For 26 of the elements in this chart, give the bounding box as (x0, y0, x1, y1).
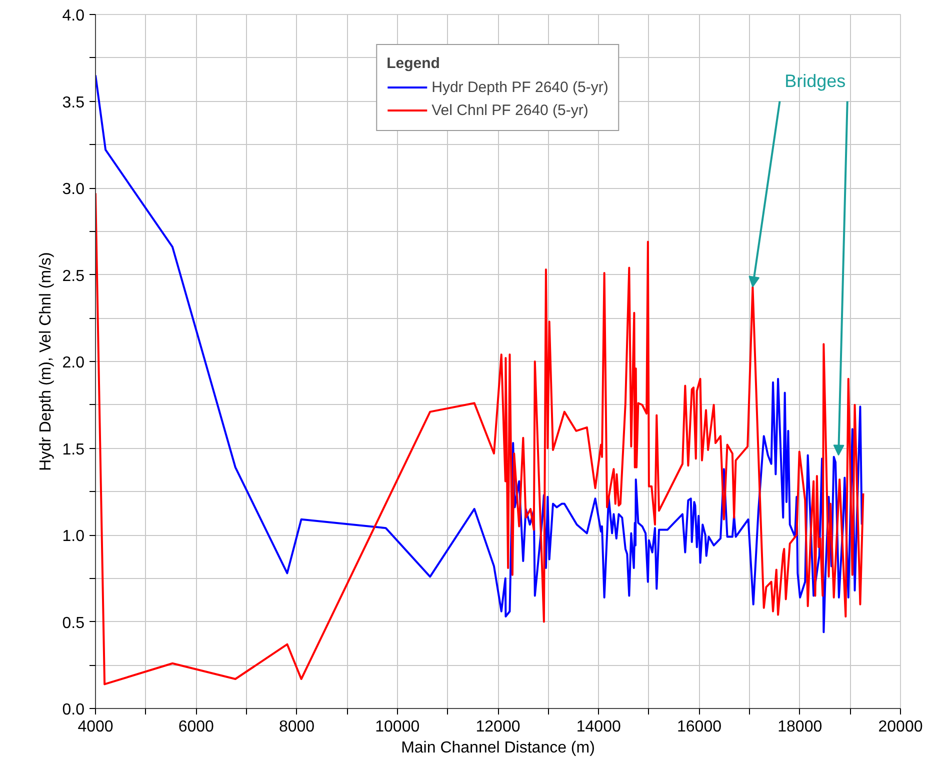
x-tick-label: 12000 (476, 718, 520, 736)
x-tick-label: 10000 (375, 718, 420, 736)
y-tick-label: 4.0 (62, 8, 85, 24)
legend-title: Legend (386, 55, 441, 72)
x-tick-label: 18000 (778, 718, 822, 736)
x-tick-label: 20000 (878, 718, 923, 736)
x-tick-label: 8000 (278, 718, 315, 736)
line-series (96, 192, 864, 686)
x-tick-label: 14000 (576, 718, 621, 736)
x-tick-label: 16000 (677, 718, 722, 736)
y-tick-label: 1.0 (62, 528, 85, 545)
line-series (96, 74, 863, 634)
legend-label: Vel Chnl PF 2640 (5-yr) (432, 102, 588, 118)
x-tick-label: 4000 (78, 718, 114, 736)
y-tick-label: 2.0 (62, 354, 85, 372)
x-axis-title: Main Channel Distance (m) (401, 740, 595, 756)
y-tick-label: 0.5 (62, 614, 85, 632)
legend-label: Hydr Depth PF 2640 (5-yr) (432, 78, 608, 96)
x-tick-label: 6000 (178, 718, 214, 736)
y-tick-label: 0.0 (62, 702, 85, 718)
y-tick-label: 1.5 (62, 441, 85, 458)
y-tick-label: 3.0 (62, 181, 85, 198)
y-tick-label: 3.5 (62, 94, 85, 112)
y-tick-label: 2.5 (62, 268, 85, 285)
y-axis-title: Hydr Depth (m), Vel Chnl (m/s) (37, 252, 54, 471)
annotation: Bridges (784, 71, 846, 92)
